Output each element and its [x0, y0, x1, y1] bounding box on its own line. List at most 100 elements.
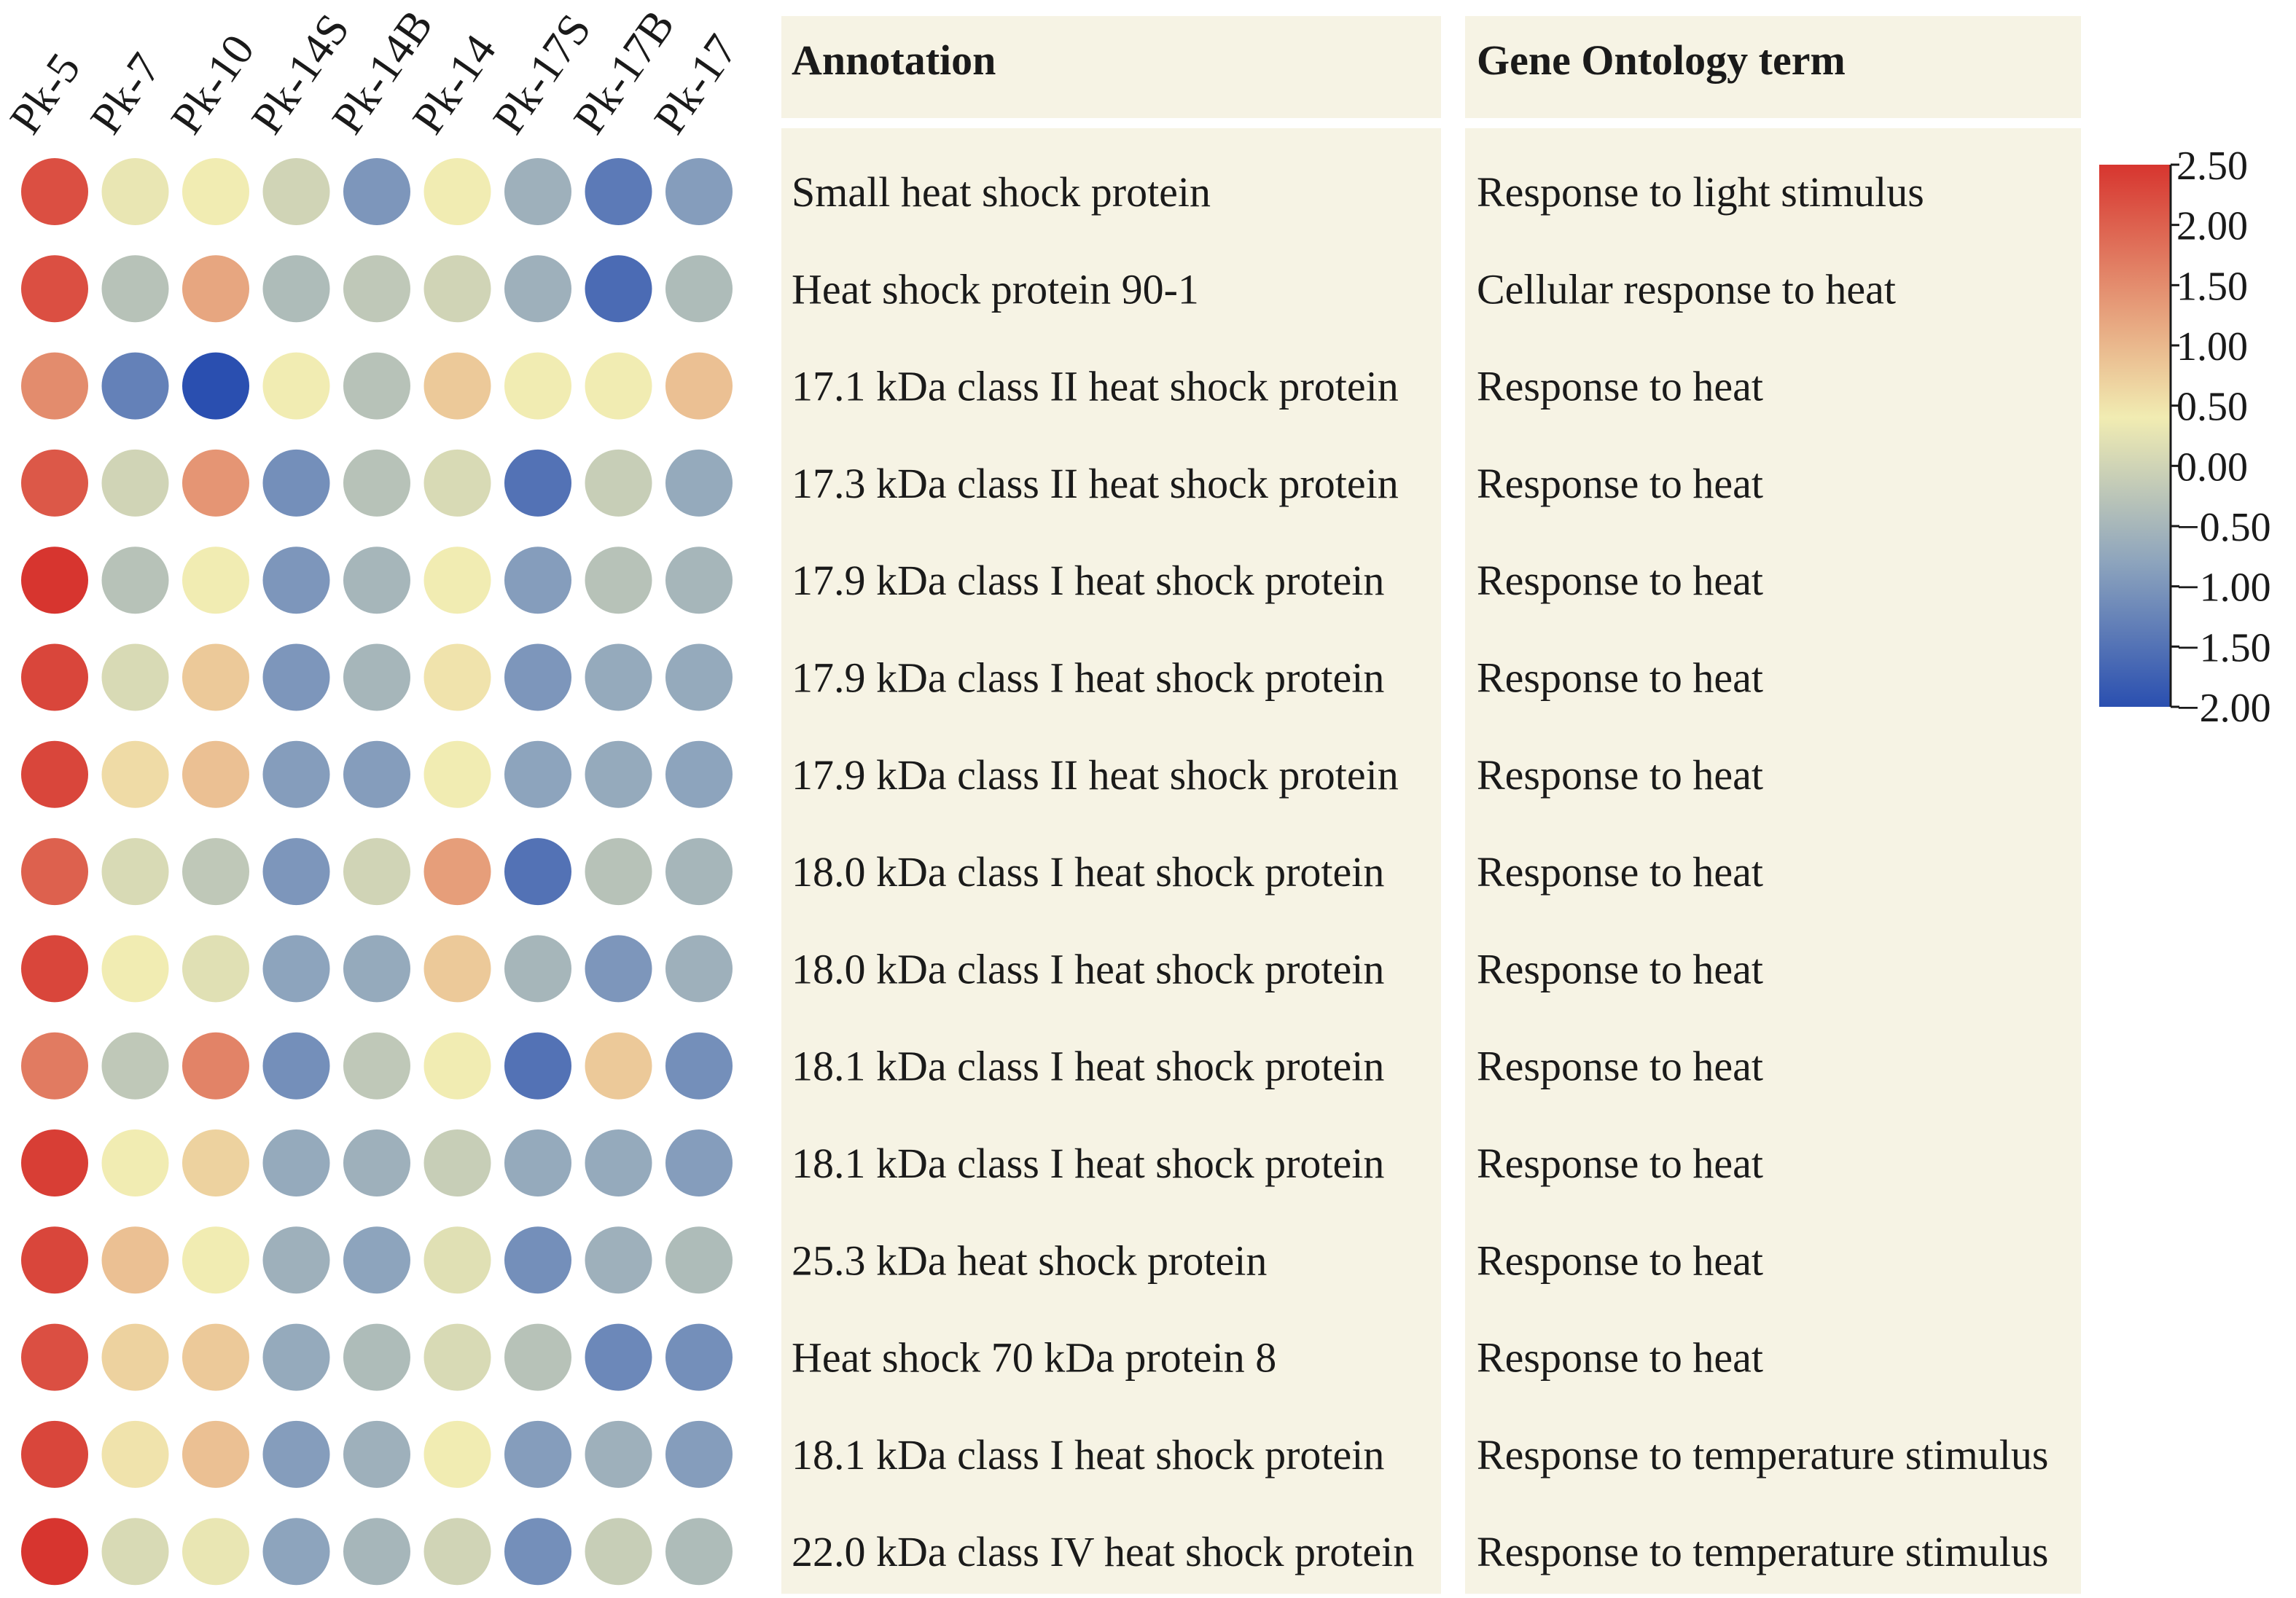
- heatmap-dot: [21, 1323, 88, 1391]
- heatmap-dot: [262, 1226, 330, 1294]
- heatmap-dot: [504, 740, 571, 808]
- heatmap-dot: [665, 1032, 733, 1100]
- heatmap-dot: [504, 158, 571, 225]
- heatmap-dot: [182, 1323, 249, 1391]
- heatmap-dot: [343, 935, 410, 1003]
- heatmap-dot: [665, 935, 733, 1003]
- colorbar-tick-label: 1.00: [2176, 324, 2248, 369]
- heatmap-dot: [262, 838, 330, 906]
- heatmap-dot: [665, 838, 733, 906]
- heatmap-dot: [182, 1518, 249, 1586]
- heatmap-dot: [262, 1323, 330, 1391]
- heatmap-dot: [585, 352, 652, 420]
- heatmap-dot: [262, 255, 330, 323]
- heatmap-dot: [262, 449, 330, 517]
- heatmap-dot: [101, 1129, 169, 1196]
- heatmap-dot: [262, 547, 330, 614]
- heatmap-dot: [182, 643, 249, 711]
- heatmap-dot: [182, 1129, 249, 1196]
- heatmap-dot: [343, 1032, 410, 1100]
- annotation-text: 17.9 kDa class I heat shock protein: [792, 654, 1384, 702]
- annotation-text: 18.0 kDa class I heat shock protein: [792, 945, 1384, 992]
- heatmap-dot: [21, 1420, 88, 1488]
- heatmap-dot: [262, 352, 330, 420]
- go-term-text: Response to heat: [1477, 557, 1763, 604]
- heatmap-dot: [504, 1129, 571, 1196]
- heatmap-dot: [665, 158, 733, 225]
- go-term-text: Response to heat: [1477, 751, 1763, 799]
- heatmap-dot: [262, 1420, 330, 1488]
- heatmap-dot: [504, 1226, 571, 1294]
- heatmap-dot: [504, 643, 571, 711]
- annotation-text: 17.9 kDa class I heat shock protein: [792, 557, 1384, 604]
- heatmap-dot: [585, 1518, 652, 1586]
- column-label: Pk-5: [1, 44, 90, 143]
- heatmap-dot: [343, 547, 410, 614]
- go-term-text: Response to heat: [1477, 654, 1763, 702]
- heatmap-dot: [585, 935, 652, 1003]
- heatmap-dot: [262, 1129, 330, 1196]
- go-term-text: Response to temperature stimulus: [1477, 1528, 2048, 1575]
- go-term-text: Response to heat: [1477, 1140, 1763, 1187]
- heatmap-dot: [585, 838, 652, 906]
- heatmap-dot: [585, 643, 652, 711]
- heatmap-dot: [504, 838, 571, 906]
- heatmap-dot: [423, 1226, 491, 1294]
- heatmap-dot: [343, 449, 410, 517]
- heatmap-dot: [182, 158, 249, 225]
- heatmap-dot: [343, 352, 410, 420]
- heatmap-dot: [423, 158, 491, 225]
- heatmap-dot: [182, 255, 249, 323]
- heatmap-dot: [21, 1032, 88, 1100]
- colorbar-tick-label: −1.50: [2176, 625, 2271, 670]
- heatmap-dot: [101, 1323, 169, 1391]
- heatmap-dot: [182, 352, 249, 420]
- go-term-text: Response to temperature stimulus: [1477, 1431, 2048, 1478]
- heatmap-dot: [343, 1420, 410, 1488]
- heatmap-dot: [585, 1420, 652, 1488]
- heatmap-dot: [585, 1032, 652, 1100]
- heatmap-dot: [182, 1032, 249, 1100]
- heatmap-dot: [343, 740, 410, 808]
- colorbar-tick-label: 2.00: [2176, 204, 2248, 249]
- heatmap-dot: [262, 935, 330, 1003]
- heatmap-dot: [665, 643, 733, 711]
- go-term-header-panel: [1465, 16, 2081, 118]
- annotation-header: Annotation: [792, 36, 996, 84]
- heatmap-dot: [101, 1032, 169, 1100]
- heatmap-dot: [504, 1518, 571, 1586]
- heatmap-dot: [101, 935, 169, 1003]
- go-term-text: Response to light stimulus: [1477, 168, 1924, 216]
- colorbar-tick-label: 0.00: [2176, 444, 2248, 490]
- heatmap-dot: [423, 740, 491, 808]
- annotation-text: 18.0 kDa class I heat shock protein: [792, 848, 1384, 896]
- heatmap-dot: [423, 449, 491, 517]
- heatmap-dots: [21, 158, 733, 1586]
- heatmap-dot: [423, 1323, 491, 1391]
- annotation-text: Heat shock 70 kDa protein 8: [792, 1334, 1276, 1382]
- heatmap-dot: [182, 1420, 249, 1488]
- heatmap-dot: [101, 838, 169, 906]
- heatmap-dot: [423, 547, 491, 614]
- heatmap-dot: [343, 643, 410, 711]
- heatmap-dot: [585, 1226, 652, 1294]
- go-term-text: Response to heat: [1477, 945, 1763, 992]
- heatmap-dot: [101, 255, 169, 323]
- annotation-text: 22.0 kDa class IV heat shock protein: [792, 1528, 1414, 1575]
- heatmap-dot: [21, 1518, 88, 1586]
- go-term-text: Cellular response to heat: [1477, 265, 1896, 313]
- heatmap-dot: [182, 547, 249, 614]
- heatmap-dot: [182, 935, 249, 1003]
- heatmap-dot: [665, 547, 733, 614]
- heatmap-dot: [343, 1323, 410, 1391]
- heatmap-dot: [423, 1032, 491, 1100]
- go-term-text: Response to heat: [1477, 848, 1763, 896]
- heatmap-dot: [101, 1226, 169, 1294]
- heatmap-dot: [21, 449, 88, 517]
- annotation-header-panel: [781, 16, 1441, 118]
- heatmap-dot: [262, 643, 330, 711]
- heatmap-dot: [423, 255, 491, 323]
- go-term-text: Response to heat: [1477, 460, 1763, 507]
- heatmap-dot: [665, 352, 733, 420]
- annotation-text: 18.1 kDa class I heat shock protein: [792, 1431, 1384, 1478]
